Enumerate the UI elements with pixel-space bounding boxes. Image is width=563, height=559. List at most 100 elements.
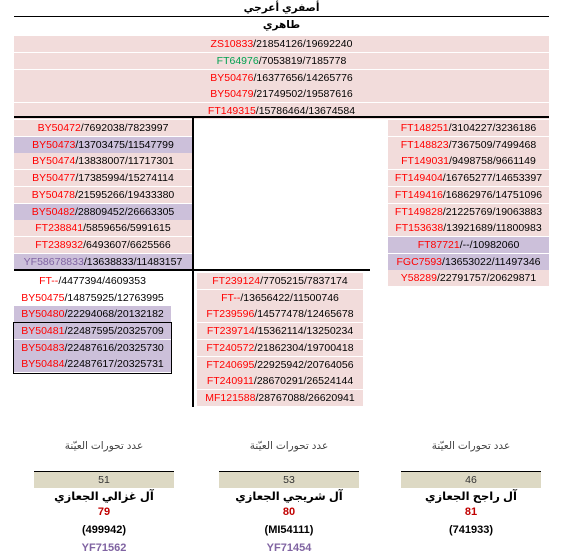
snp-name: FT149315 — [207, 105, 256, 118]
snp-name: BY50480 — [21, 308, 65, 321]
position-b38: 6625566 — [129, 238, 171, 251]
separator: / — [125, 155, 128, 168]
sample-count-caption: عدد تحورات العيّنة — [431, 440, 511, 452]
family-name: آل غزالي الجعازي — [54, 491, 154, 503]
position-b37: 13703475 — [78, 138, 125, 151]
separator: / — [133, 255, 137, 268]
position-b37: 4477394 — [61, 275, 103, 287]
position-b38: 19700418 — [306, 341, 354, 354]
position-b37: 14577478 — [257, 308, 304, 321]
snp-row: BY50481/22487595/20325709 — [14, 323, 171, 339]
snp-row: FT148251/3104227/3236186 — [388, 120, 549, 136]
separator: / — [83, 255, 87, 268]
snp-name: FT149828 — [394, 205, 443, 218]
separator: / — [260, 275, 264, 287]
position-b38: 20325709 — [117, 325, 164, 337]
position-b38: 20325731 — [117, 358, 164, 371]
separator: / — [492, 188, 496, 201]
position-b38: 10982060 — [472, 238, 520, 251]
snp-row: FT239124/7705215/7837174 — [197, 273, 363, 289]
position-b37: 15786464 — [258, 105, 306, 118]
position-b38: 19433380 — [127, 188, 175, 201]
snp-name: FT149404 — [394, 172, 443, 185]
separator: / — [302, 54, 306, 67]
separator: / — [114, 358, 118, 371]
separator: / — [442, 205, 446, 218]
separator: / — [442, 172, 446, 185]
snp-name: FT240911 — [206, 375, 254, 388]
separator: / — [74, 205, 78, 218]
sub-label: طاهري — [262, 19, 301, 31]
family-number: 81 — [464, 506, 478, 518]
position-b38: 12465678 — [306, 308, 354, 321]
separator: / — [448, 122, 452, 134]
separator: / — [449, 155, 452, 168]
position-b38: 3236186 — [495, 122, 537, 134]
position-b37: 5859656 — [86, 222, 127, 235]
separator: / — [448, 138, 452, 151]
position-b38: 7185778 — [305, 54, 347, 67]
separator: / — [258, 54, 262, 67]
snp-name: FT148251 — [400, 122, 449, 134]
snp-name: FT-- — [39, 275, 59, 287]
separator: / — [75, 172, 79, 185]
snp-name: FT149416 — [394, 188, 443, 201]
snp-row: BY50476/16377656/14265776 — [14, 69, 549, 86]
position-b37: 21854126 — [256, 38, 303, 50]
separator: / — [126, 238, 130, 251]
snp-name: FT87721 — [417, 238, 460, 251]
family-number: 79 — [97, 506, 111, 518]
separator: / — [469, 238, 473, 251]
separator: / — [64, 341, 68, 354]
separator: / — [114, 325, 118, 337]
position-b37: 17385994 — [78, 172, 125, 185]
terminal-snp: YF71562 — [81, 542, 127, 554]
position-b37: 9498758 — [451, 155, 493, 168]
position-b37: 7705215 — [263, 275, 304, 287]
position-b38: 13250234 — [306, 325, 354, 338]
separator: / — [459, 238, 463, 251]
separator: / — [492, 155, 496, 168]
separator: / — [254, 325, 258, 338]
position-b38: 19692240 — [305, 38, 353, 50]
separator: / — [80, 122, 84, 134]
snp-name: BY50478 — [31, 188, 75, 201]
separator: / — [64, 358, 68, 371]
position-b37: 28767088 — [258, 391, 306, 404]
position-b37: 21595266 — [77, 188, 125, 201]
sample-count-value: 53 — [219, 471, 359, 488]
snp-row: BY50483/22487616/20325730 — [14, 339, 171, 356]
snp-row: FT153638/13921689/11800983 — [388, 220, 549, 237]
separator: / — [303, 88, 307, 101]
sample-count-value: 51 — [34, 471, 174, 488]
snp-row: MF121588/28767088/26620941 — [197, 389, 363, 406]
position-b38: 19063883 — [495, 205, 543, 218]
snp-name: BY50476 — [210, 71, 254, 84]
position-b37: 13921689 — [446, 222, 493, 235]
snp-row: FT239596/14577478/12465678 — [197, 306, 363, 323]
snp-name: BY50483 — [21, 341, 65, 354]
position-b37: 13638833 — [86, 255, 134, 268]
position-b38: 26524144 — [306, 375, 354, 388]
position-b37: 16862976 — [445, 188, 493, 201]
position-b37: -- — [462, 238, 470, 251]
separator: / — [303, 275, 307, 287]
separator: / — [114, 308, 118, 321]
separator: / — [126, 222, 130, 235]
position-b37: 22487617 — [67, 358, 115, 371]
separator: / — [240, 291, 244, 304]
separator: / — [492, 122, 496, 134]
snp-name: BY50481 — [21, 325, 65, 337]
snp-row: BY50482/28809452/26663305 — [14, 203, 192, 220]
snp-name: FGC7593 — [396, 255, 443, 268]
kit-number: (741933) — [448, 524, 494, 536]
snp-row: FT149828/21225769/19063883 — [388, 203, 549, 220]
position-b37: 7367509 — [451, 138, 493, 151]
family-name: آل شريجي الجعازي — [235, 491, 343, 503]
highlight-group-box — [13, 322, 172, 374]
snp-name: FT64976 — [216, 54, 259, 67]
position-b38: 7499468 — [495, 138, 537, 151]
position-b38: 20132182 — [117, 308, 164, 321]
snp-row: BY50480/22294068/20132182 — [14, 306, 171, 323]
snp-row: BY50475/14875925/12763995 — [14, 290, 171, 306]
